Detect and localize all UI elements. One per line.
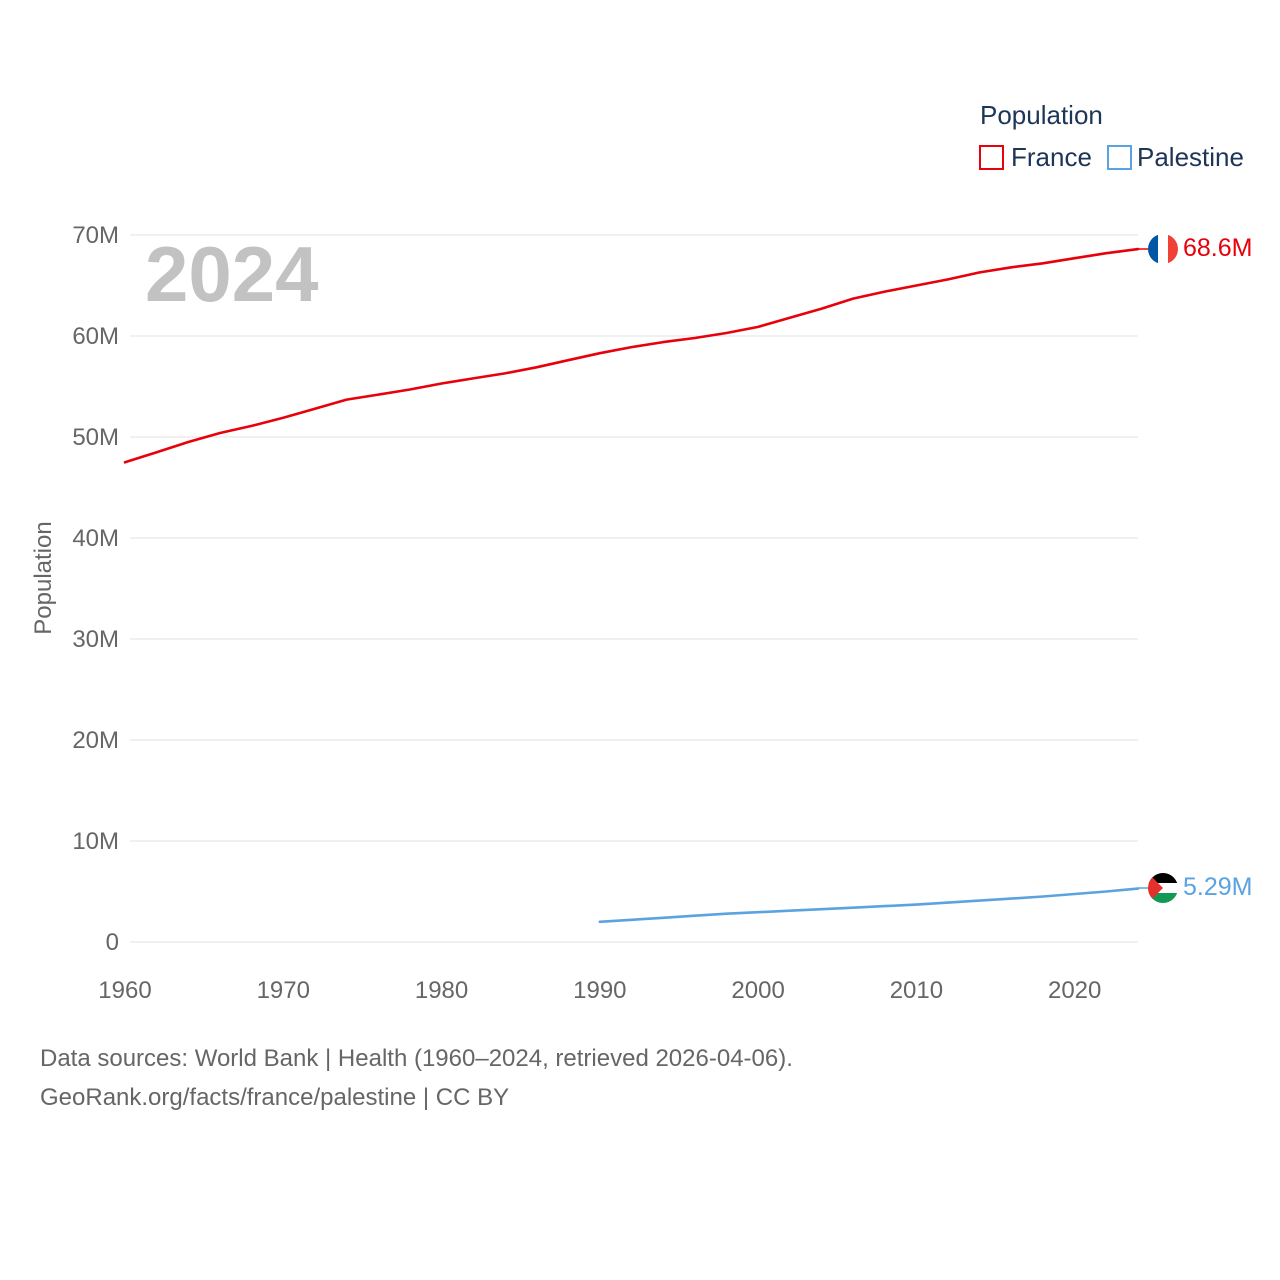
- y-tick-label: 30M: [72, 626, 119, 653]
- legend-swatch-france: [979, 145, 1004, 170]
- x-tick-label: 2000: [731, 977, 784, 1004]
- year-label: 2024: [145, 230, 319, 318]
- legend: Population France Palestine: [979, 100, 1244, 172]
- france-end-label: 68.6M: [1183, 234, 1252, 262]
- palestine-end-marker: 5.29M: [1138, 873, 1252, 903]
- x-tick-label: 2010: [890, 977, 943, 1004]
- france-flag-icon: [1148, 234, 1178, 264]
- footer-link[interactable]: GeoRank.org/facts/france/palestine | CC …: [40, 1084, 510, 1111]
- y-axis-title: Population: [30, 521, 57, 634]
- legend-title: Population: [980, 100, 1103, 130]
- legend-item-palestine[interactable]: Palestine: [1107, 142, 1244, 172]
- y-tick-label: 60M: [72, 323, 119, 350]
- x-axis-ticks: 1960 1970 1980 1990 2000 2010 2020: [98, 977, 1101, 1004]
- series-line-palestine: [598, 887, 1140, 924]
- x-tick-label: 1980: [415, 977, 468, 1004]
- y-tick-label: 40M: [72, 525, 119, 552]
- y-tick-label: 0: [106, 929, 119, 956]
- legend-swatch-palestine: [1107, 145, 1132, 170]
- series-lines: [123, 247, 1140, 924]
- series-line-france: [123, 247, 1140, 464]
- gridlines: [130, 234, 1138, 943]
- footer-sources: Data sources: World Bank | Health (1960–…: [40, 1045, 793, 1072]
- x-tick-label: 1970: [257, 977, 310, 1004]
- y-axis-ticks: 0 10M 20M 30M 40M 50M 60M 70M: [72, 222, 119, 956]
- legend-label-france: France: [1011, 142, 1092, 172]
- y-tick-label: 10M: [72, 828, 119, 855]
- y-tick-label: 50M: [72, 424, 119, 451]
- x-tick-label: 1990: [573, 977, 626, 1004]
- y-tick-label: 20M: [72, 727, 119, 754]
- legend-item-france[interactable]: France: [979, 142, 1092, 172]
- y-tick-label: 70M: [72, 222, 119, 249]
- palestine-flag-icon: [1148, 873, 1178, 903]
- x-tick-label: 1960: [98, 977, 151, 1004]
- palestine-end-label: 5.29M: [1183, 873, 1252, 901]
- france-end-marker: 68.6M: [1138, 234, 1252, 264]
- x-tick-label: 2020: [1048, 977, 1101, 1004]
- legend-label-palestine: Palestine: [1137, 142, 1244, 172]
